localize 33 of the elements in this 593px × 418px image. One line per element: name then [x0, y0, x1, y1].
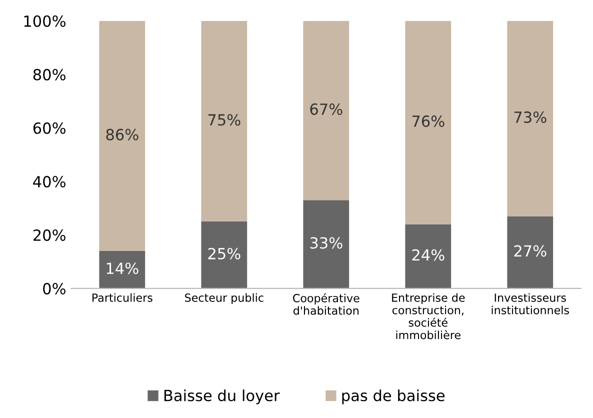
x-tick-label: Coopérative d'habitation: [293, 293, 360, 315]
x-tick-label: Investisseurs institutionnels: [492, 293, 569, 314]
data-label: 86%: [106, 128, 138, 140]
data-label: 14%: [106, 262, 138, 274]
bar: [201, 20, 248, 222]
y-tick-label: 0%: [43, 282, 66, 294]
x-tick-label: Entreprise de construction, société immobilière: [392, 293, 465, 340]
bar: [405, 224, 452, 288]
data-label: 25%: [208, 248, 240, 260]
data-label: 76%: [412, 115, 444, 127]
y-tick-label: 40%: [33, 176, 66, 188]
data-label: 27%: [514, 245, 546, 257]
bar: [201, 222, 248, 288]
y-tick-label: 80%: [33, 68, 66, 80]
y-tick-label: 60%: [33, 122, 66, 134]
legend-label: pas de baisse: [342, 389, 445, 404]
legend-label: Baisse du loyer: [164, 389, 280, 404]
bar: [99, 20, 146, 251]
bar: [507, 216, 554, 288]
data-label: 75%: [208, 114, 240, 126]
data-label: 73%: [514, 111, 546, 123]
data-label: 33%: [310, 237, 342, 249]
y-tick-label: 100%: [24, 15, 66, 27]
data-label: 67%: [310, 103, 342, 115]
data-label: 24%: [412, 249, 444, 261]
bar: [405, 20, 452, 224]
bar: [99, 250, 146, 288]
bar: [303, 20, 350, 200]
x-tick-label: Particuliers: [92, 293, 152, 302]
bar: [303, 200, 350, 288]
x-tick-label: Secteur public: [185, 293, 264, 304]
bar: [507, 20, 554, 216]
y-tick-label: 20%: [33, 229, 66, 241]
